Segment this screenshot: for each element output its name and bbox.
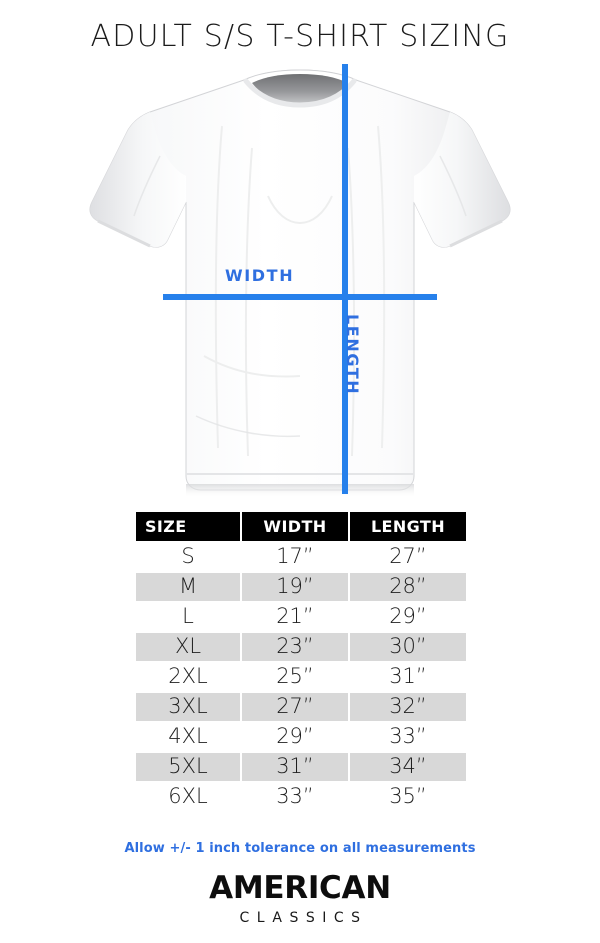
brand-logo: AMERICAN CLASSICS: [0, 870, 600, 926]
table-header-row: SIZE WIDTH LENGTH: [136, 512, 466, 541]
cell-width: 17”: [242, 543, 348, 571]
page-title: ADULT S/S T-SHIRT SIZING: [90, 19, 510, 54]
cell-width: 29”: [242, 723, 348, 751]
header-width: WIDTH: [242, 512, 348, 541]
cell-length: 30”: [350, 633, 466, 661]
header-length: LENGTH: [350, 512, 466, 541]
cell-size: 3XL: [136, 693, 240, 721]
table-row: 5XL 31” 34”: [136, 753, 466, 781]
cell-length: 31”: [350, 663, 466, 691]
tolerance-note: Allow +/- 1 inch tolerance on all measur…: [124, 841, 476, 856]
header-size: SIZE: [136, 512, 240, 541]
cell-length: 33”: [350, 723, 466, 751]
table-row: 6XL 33” 35”: [136, 783, 466, 811]
table-body: S 17” 27” M 19” 28” L 21” 29” XL 23” 30”…: [136, 543, 466, 811]
cell-size: M: [136, 573, 240, 601]
brand-name: AMERICAN: [209, 870, 391, 906]
size-chart-table: SIZE WIDTH LENGTH S 17” 27” M 19” 28” L …: [134, 510, 468, 813]
cell-size: XL: [136, 633, 240, 661]
cell-width: 33”: [242, 783, 348, 811]
cell-size: 6XL: [136, 783, 240, 811]
cell-width: 19”: [242, 573, 348, 601]
cell-width: 27”: [242, 693, 348, 721]
table-row: XL 23” 30”: [136, 633, 466, 661]
cell-length: 29”: [350, 603, 466, 631]
cell-length: 34”: [350, 753, 466, 781]
cell-size: 5XL: [136, 753, 240, 781]
tshirt-diagram: WIDTH LENGTH: [0, 56, 600, 496]
cell-size: 4XL: [136, 723, 240, 751]
cell-width: 21”: [242, 603, 348, 631]
cell-width: 31”: [242, 753, 348, 781]
tshirt-illustration: [89, 69, 511, 496]
cell-size: S: [136, 543, 240, 571]
cell-length: 35”: [350, 783, 466, 811]
cell-length: 27”: [350, 543, 466, 571]
table-row: 3XL 27” 32”: [136, 693, 466, 721]
cell-length: 32”: [350, 693, 466, 721]
table-row: 2XL 25” 31”: [136, 663, 466, 691]
brand-subtitle: CLASSICS: [239, 910, 368, 926]
cell-width: 23”: [242, 633, 348, 661]
cell-size: L: [136, 603, 240, 631]
cell-length: 28”: [350, 573, 466, 601]
cell-size: 2XL: [136, 663, 240, 691]
table-row: L 21” 29”: [136, 603, 466, 631]
table-row: S 17” 27”: [136, 543, 466, 571]
cell-width: 25”: [242, 663, 348, 691]
table-row: M 19” 28”: [136, 573, 466, 601]
table-row: 4XL 29” 33”: [136, 723, 466, 751]
